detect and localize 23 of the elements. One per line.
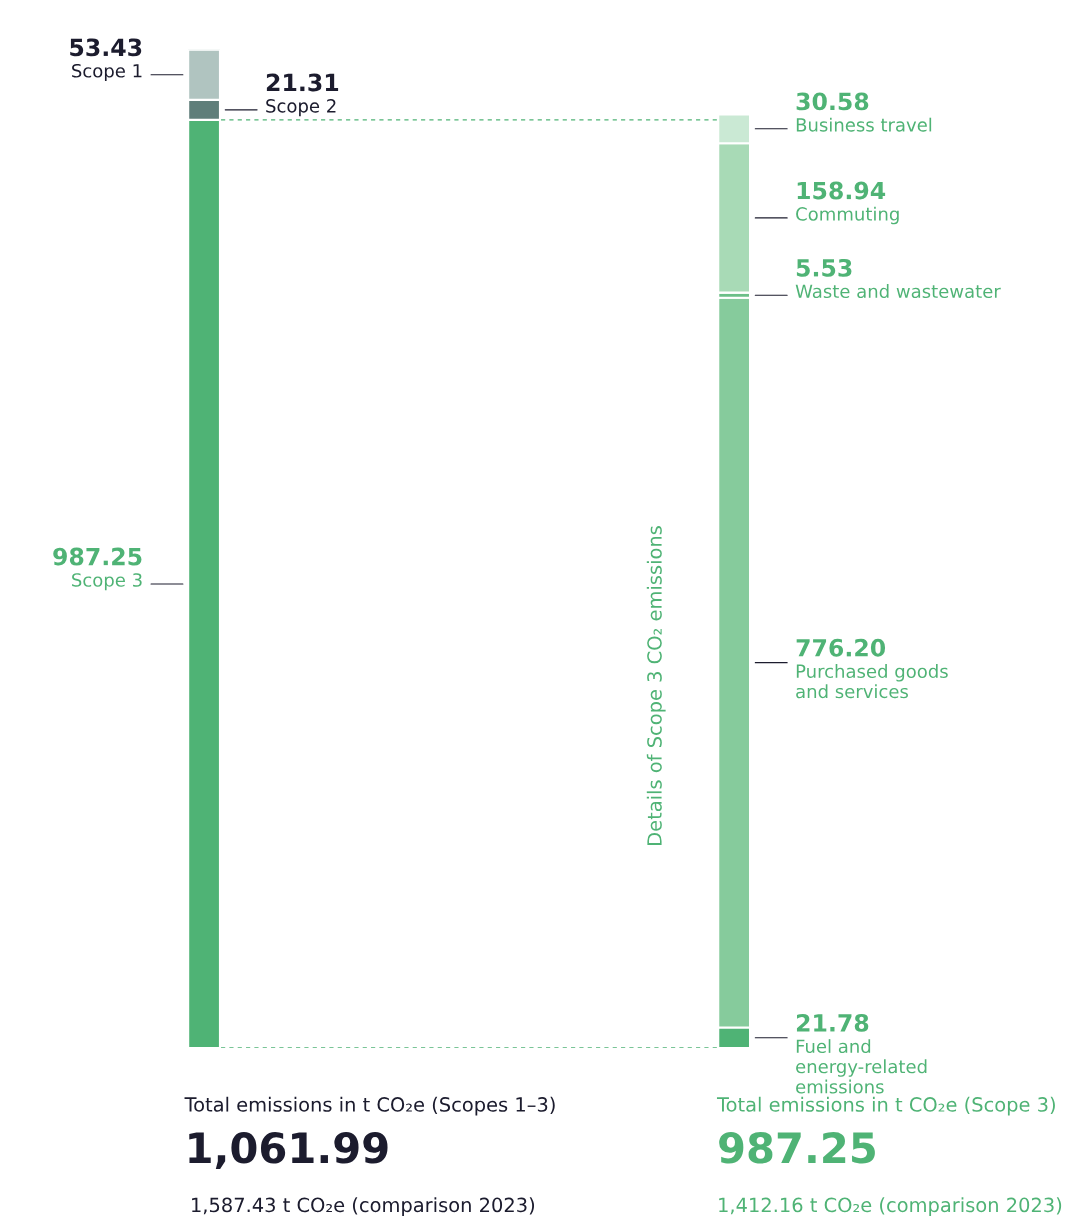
text: 1,587.43 t CO₂e (comparison 2023) bbox=[192, 1197, 535, 1217]
text: 1,412.16 t CO₂e (comparison 2023) bbox=[719, 1197, 1062, 1217]
text: Total emissions in t CO₂e (Scopes 1–3) bbox=[184, 1096, 555, 1116]
data-label: 158.94 bbox=[797, 181, 886, 200]
text: Total emissions in t CO₂e (Scope 3) bbox=[716, 1096, 1055, 1116]
text: Scope 2 bbox=[266, 99, 336, 117]
data-label: 5.53 bbox=[796, 258, 852, 277]
annotation: Details of Scope 3 CO₂ emissions bbox=[646, 526, 666, 845]
text: Fuel and energy-related emissions bbox=[796, 1039, 927, 1094]
text: Commuting bbox=[796, 206, 899, 225]
text: 1,061.99 bbox=[189, 1132, 388, 1169]
text: Scope 1 bbox=[72, 63, 142, 82]
data-label: 21.31 bbox=[266, 73, 339, 92]
text: Purchased goods and services bbox=[796, 664, 948, 699]
data-label: 987.25 bbox=[53, 547, 142, 566]
data-label: 21.78 bbox=[796, 1013, 869, 1032]
data-label: 30.58 bbox=[796, 92, 869, 111]
text: Business travel bbox=[796, 117, 932, 132]
data-label: 53.43 bbox=[70, 38, 142, 57]
text: Waste and wastewater bbox=[795, 284, 1001, 299]
text: 987.25 bbox=[719, 1132, 875, 1164]
text: Scope 3 bbox=[72, 573, 142, 591]
data-label: 776.20 bbox=[796, 638, 886, 657]
